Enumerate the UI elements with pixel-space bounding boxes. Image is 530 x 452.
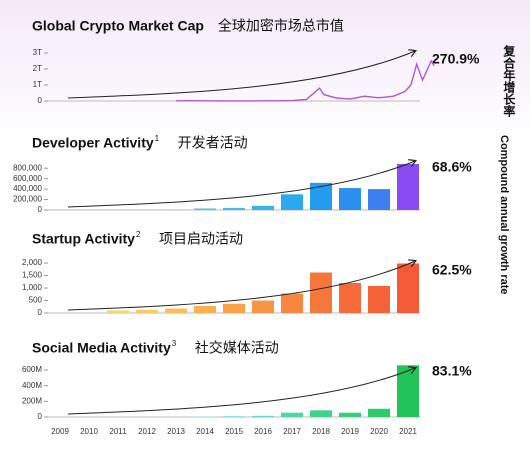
bar [310,272,332,313]
cagr-value: 270.9% [432,51,480,67]
bar [194,306,216,313]
x-tick-label: 2021 [399,427,417,436]
trend-arrow [67,261,415,311]
cagr-value: 83.1% [432,363,472,379]
y-tick-label: 200M [22,396,42,405]
bar [165,308,187,313]
market-cap-line [175,59,435,102]
bar [368,408,390,417]
y-tick-label: 600,000 [13,174,42,183]
x-tick-label: 2015 [225,427,243,436]
bar [223,207,245,210]
y-tick-label: 800,000 [13,163,42,172]
chart-title: Developer Activity [32,135,154,151]
bar [194,208,216,210]
y-tick-label: 2T [33,64,42,73]
chart-subtitle: 全球加密市场总市值 [218,18,344,34]
bar [281,194,303,210]
bar [368,286,390,313]
chart-title: Social Media Activity [32,340,171,356]
bar [252,415,274,417]
x-tick-label: 2020 [370,427,388,436]
chart-subtitle: 社交媒体活动 [195,340,279,356]
x-tick-label: 2013 [167,427,185,436]
bar [136,309,158,313]
superscript: 3 [172,339,177,348]
y-tick-label: 400,000 [13,184,42,193]
cagr-label-en: Compound annual growth rate [498,135,510,295]
x-tick-label: 2019 [341,427,359,436]
bar [339,283,361,313]
y-tick-label: 3T [33,48,42,57]
trend-arrow [67,51,415,99]
x-tick-label: 2012 [138,427,156,436]
y-tick-label: 0 [38,308,43,317]
trend-arrow [67,368,415,415]
x-tick-label: 2009 [51,427,69,436]
bar [107,310,129,313]
bar [368,189,390,210]
chart-subtitle: 项目启动活动 [159,231,243,247]
bar [310,410,332,417]
cagr-value: 62.5% [432,262,472,278]
bar [252,300,274,313]
bar [397,365,419,417]
y-tick-label: 0 [38,96,43,105]
y-tick-label: 200,000 [13,195,42,204]
cagr-label-cn: 复合年增长率 [502,44,516,118]
bar [165,209,187,210]
bar [252,205,274,210]
y-tick-label: 2,000 [22,258,43,267]
cagr-value: 68.6% [432,159,472,175]
bar [397,263,419,313]
x-tick-label: 2017 [283,427,301,436]
superscript: 1 [155,134,160,143]
y-tick-label: 0 [38,412,43,421]
y-tick-label: 500 [29,296,43,305]
chart-subtitle: 开发者活动 [178,135,248,151]
chart-title: Startup Activity [32,231,135,247]
y-tick-label: 0 [38,205,43,214]
bar [281,412,303,417]
bar [397,164,419,210]
x-tick-label: 2010 [80,427,98,436]
y-tick-label: 1T [33,80,42,89]
y-tick-label: 1,500 [22,271,43,280]
y-tick-label: 600M [22,365,42,374]
chart-title: Global Crypto Market Cap [32,18,204,34]
bar [339,188,361,210]
x-tick-label: 2014 [196,427,214,436]
x-tick-label: 2016 [254,427,272,436]
bar [223,303,245,313]
y-tick-label: 1,000 [22,283,43,292]
x-tick-label: 2011 [109,427,127,436]
trend-arrow [67,161,415,208]
y-tick-label: 400M [22,381,42,390]
bar [310,182,332,210]
bar [223,416,245,417]
x-tick-label: 2018 [312,427,330,436]
bar [339,412,361,417]
bar [281,293,303,313]
superscript: 2 [136,230,141,239]
